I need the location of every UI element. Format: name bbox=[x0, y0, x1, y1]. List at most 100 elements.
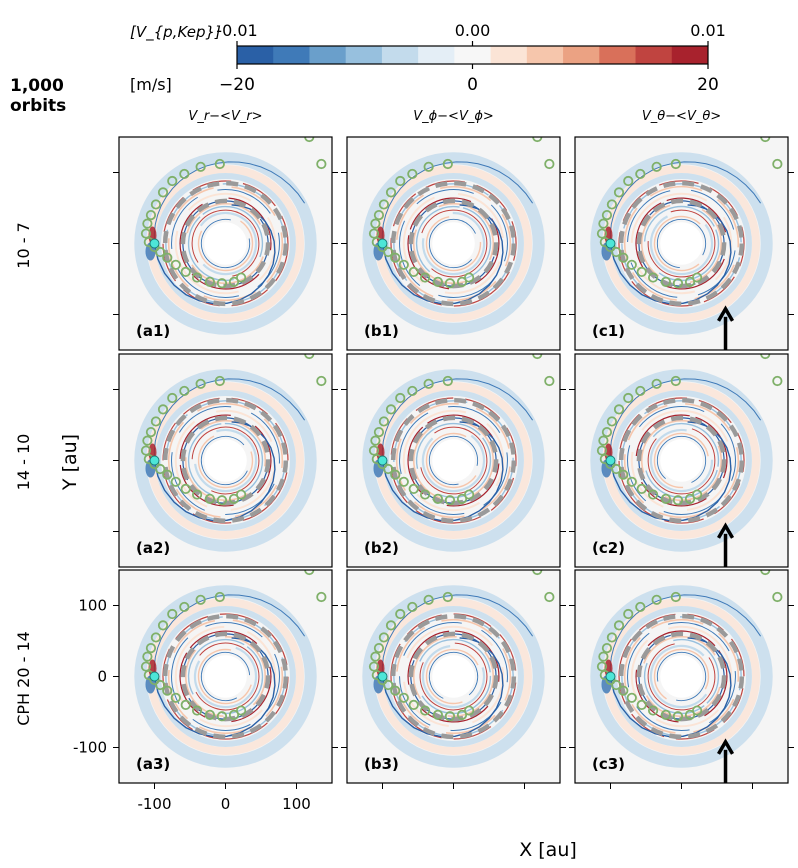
x-axis-label: X [au] bbox=[519, 839, 577, 861]
panel-label: (a3) bbox=[136, 755, 170, 773]
spiral-marker bbox=[180, 266, 191, 277]
velocity-ring bbox=[402, 409, 505, 512]
spiral-marker bbox=[772, 375, 783, 387]
spiral-marker bbox=[142, 651, 153, 662]
velocity-halo bbox=[590, 369, 773, 552]
spiral-marker bbox=[195, 378, 206, 389]
panel-content bbox=[119, 137, 332, 350]
spiral-marker bbox=[170, 692, 181, 703]
gap-boundary-dashed bbox=[162, 397, 289, 524]
colorbar-cell bbox=[418, 46, 455, 64]
spiral-marker bbox=[390, 469, 401, 480]
spiral-marker bbox=[142, 435, 153, 446]
velocity-ring bbox=[171, 189, 280, 298]
figure-title-line2: orbits bbox=[10, 96, 66, 116]
spiral-marker bbox=[195, 161, 206, 172]
spiral-marker bbox=[398, 259, 409, 270]
gap-boundary-dashed bbox=[390, 180, 517, 307]
spiral-marker bbox=[383, 246, 394, 258]
inner-cavity bbox=[432, 222, 475, 265]
spiral-marker bbox=[145, 643, 157, 654]
spiral-marker bbox=[672, 711, 684, 722]
spiral-marker bbox=[596, 228, 608, 239]
panel-content bbox=[575, 570, 788, 783]
spiral-marker bbox=[601, 427, 613, 438]
gap-boundary-dashed bbox=[390, 397, 517, 524]
spiral-marker bbox=[420, 705, 431, 716]
spiral-marker bbox=[544, 158, 555, 170]
spiral-marker bbox=[155, 679, 166, 691]
velocity-ring bbox=[179, 414, 272, 507]
velocity-ring bbox=[421, 211, 486, 276]
velocity-ring bbox=[179, 630, 272, 723]
spiral-marker bbox=[423, 594, 434, 605]
spiral-marker bbox=[623, 392, 634, 404]
velocity-ring bbox=[167, 185, 284, 302]
spiral-marker bbox=[150, 632, 162, 643]
spiral-marker bbox=[544, 375, 555, 387]
colorbar-top-tick-label: 0.01 bbox=[690, 21, 726, 40]
planet-marker bbox=[149, 671, 160, 682]
arrow-head bbox=[717, 305, 735, 322]
spiral-marker bbox=[192, 489, 203, 500]
velocity-ring bbox=[184, 635, 267, 718]
panel-a3: (a3) bbox=[113, 569, 338, 789]
panel-label: (a2) bbox=[136, 539, 170, 557]
spiral-marker bbox=[692, 272, 703, 283]
spiral-marker bbox=[385, 187, 397, 198]
velocity-ring bbox=[421, 644, 486, 709]
spiral-marker bbox=[672, 278, 684, 289]
spiral-marker bbox=[651, 378, 662, 389]
spiral-marker bbox=[228, 493, 240, 504]
velocity-ring bbox=[647, 209, 716, 278]
spiral-marker bbox=[660, 493, 671, 504]
spiral-marker bbox=[692, 489, 703, 500]
velocity-ring bbox=[627, 622, 736, 731]
panel-content bbox=[347, 354, 560, 567]
velocity-halo bbox=[134, 152, 317, 335]
colorbar-top-tick-label: 0.00 bbox=[455, 21, 491, 40]
spiral-marker bbox=[228, 276, 240, 287]
velocity-ring bbox=[653, 648, 710, 705]
spiral-wake-outer bbox=[381, 161, 534, 244]
velocity-ring bbox=[407, 197, 500, 290]
planet-marker bbox=[605, 455, 616, 466]
spiral-marker bbox=[456, 493, 468, 504]
velocity-ring bbox=[627, 189, 736, 298]
panel-content bbox=[575, 354, 788, 567]
spiral-marker bbox=[179, 168, 190, 180]
inner-cavity bbox=[432, 655, 475, 698]
inner-cavity bbox=[204, 439, 247, 482]
spiral-marker bbox=[140, 445, 152, 456]
spiral-marker bbox=[672, 495, 684, 506]
spiral-marker bbox=[179, 385, 190, 397]
panel-c3: (c3) bbox=[569, 569, 794, 789]
spiral-marker bbox=[204, 276, 215, 287]
spiral-marker bbox=[150, 416, 162, 427]
velocity-ring bbox=[399, 189, 508, 298]
spiral-marker bbox=[195, 594, 206, 605]
spiral-marker bbox=[228, 709, 240, 720]
spiral-marker bbox=[140, 661, 152, 672]
velocity-ring bbox=[643, 205, 720, 282]
velocity-ring bbox=[419, 426, 488, 495]
colorbar-cell bbox=[526, 46, 564, 64]
spiral-wake-outer bbox=[609, 161, 762, 244]
spiral-marker bbox=[601, 210, 613, 221]
inner-cavity bbox=[204, 655, 247, 698]
velocity-ring bbox=[197, 648, 254, 705]
tick-labels: -100 0 100 -100 0 100 bbox=[73, 597, 311, 814]
spiral-marker bbox=[598, 218, 609, 229]
velocity-ring bbox=[425, 432, 482, 489]
y-tick-label: 0 bbox=[97, 668, 107, 686]
colorbar-cell bbox=[309, 46, 347, 64]
spiral-marker bbox=[532, 137, 543, 143]
colorbar-cell bbox=[671, 46, 709, 64]
colorbar-cells bbox=[237, 46, 709, 64]
spiral-marker bbox=[648, 272, 659, 283]
spiral-marker bbox=[684, 493, 696, 504]
spiral-marker bbox=[368, 228, 380, 239]
arrow-head bbox=[717, 738, 735, 755]
spiral-marker bbox=[214, 591, 225, 603]
spiral-marker bbox=[464, 705, 475, 716]
